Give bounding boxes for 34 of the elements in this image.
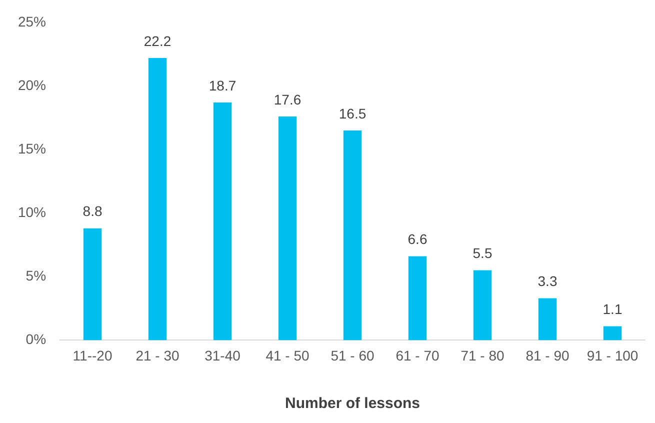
x-tick-label: 81 - 90 xyxy=(526,347,570,364)
x-tick-label: 21 - 30 xyxy=(136,347,180,364)
x-tick-label: 91 - 100 xyxy=(586,347,638,364)
data-label: 5.5 xyxy=(472,245,492,262)
y-tick-label: 0% xyxy=(26,331,46,348)
data-label: 1.1 xyxy=(602,301,622,318)
y-tick-label: 20% xyxy=(18,76,46,93)
data-label: 16.5 xyxy=(338,105,366,122)
y-tick-label: 10% xyxy=(18,204,46,220)
data-label: 17.6 xyxy=(274,91,302,108)
bar xyxy=(148,58,167,340)
y-tick-label: 5% xyxy=(26,268,46,284)
bar xyxy=(343,130,362,340)
data-label: 6.6 xyxy=(408,231,428,248)
y-tick-label: 25% xyxy=(18,13,46,30)
x-tick-label: 41 - 50 xyxy=(266,347,310,364)
y-tick-label: 15% xyxy=(18,140,46,156)
bar xyxy=(408,256,427,340)
bar xyxy=(83,228,102,340)
bar xyxy=(278,116,297,340)
data-label: 3.3 xyxy=(538,273,558,290)
x-tick-label: 71 - 80 xyxy=(460,347,505,364)
x-axis-title: Number of lessons xyxy=(284,395,420,412)
data-label: 8.8 xyxy=(82,203,102,220)
x-tick-label: 31-40 xyxy=(204,347,241,364)
x-tick-label: 51 - 60 xyxy=(330,347,375,364)
bar xyxy=(603,326,622,340)
bar xyxy=(538,298,557,340)
data-label: 18.7 xyxy=(208,77,236,94)
x-tick-label: 11--20 xyxy=(72,347,112,364)
x-tick-label: 61 - 70 xyxy=(396,347,440,364)
bar xyxy=(473,270,492,340)
bar xyxy=(213,102,232,340)
data-label: 22.2 xyxy=(144,32,172,49)
